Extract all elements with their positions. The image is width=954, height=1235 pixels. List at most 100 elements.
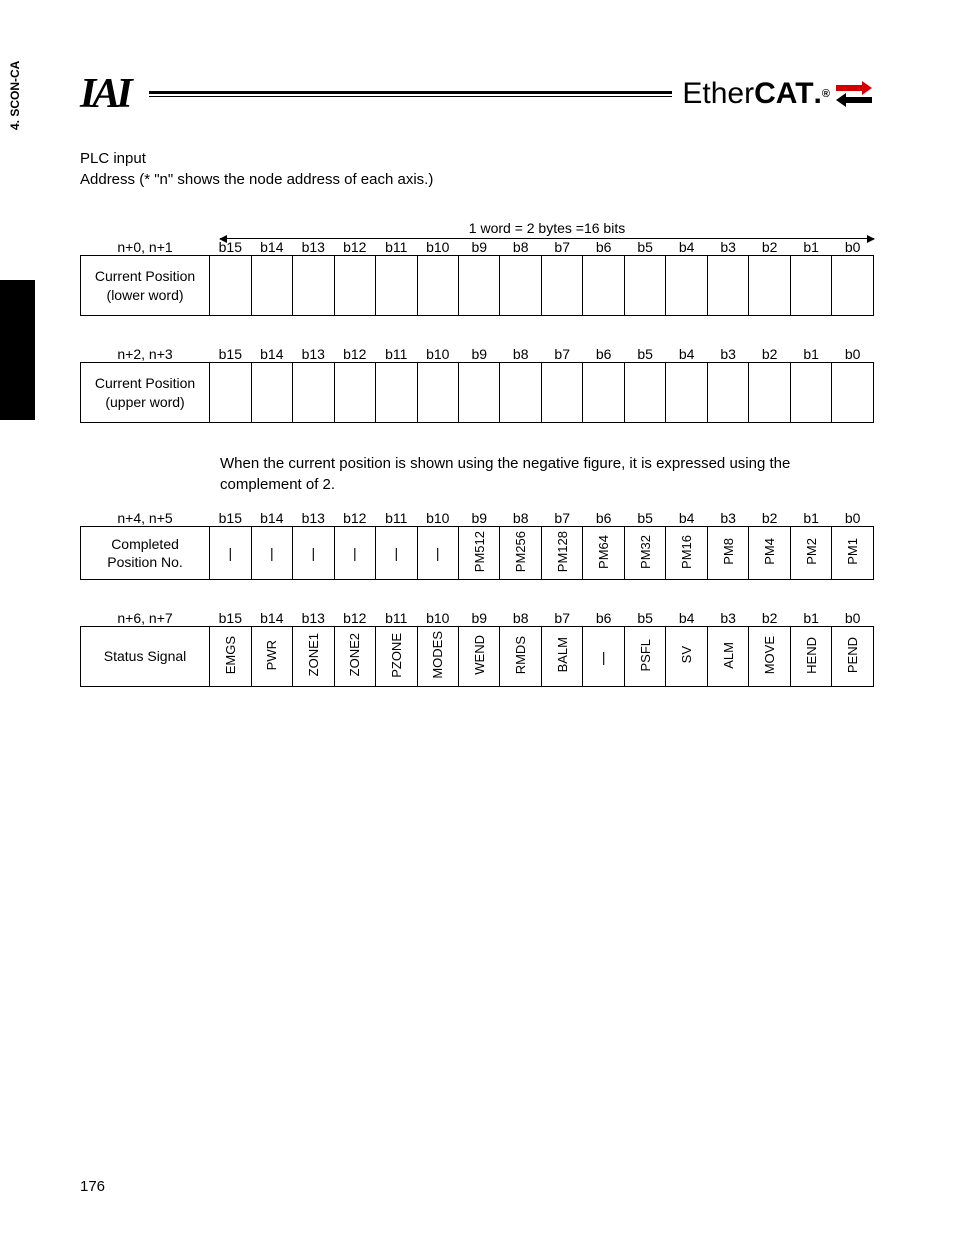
bit-signal: ALM bbox=[722, 638, 735, 673]
bit-signal: HEND bbox=[805, 633, 818, 678]
bit-table: n+2, n+3b15b14b13b12b11b10b9b8b7b6b5b4b3… bbox=[80, 346, 874, 423]
bit-cell: PZONE bbox=[376, 627, 417, 687]
bit-table: n+4, n+5b15b14b13b12b11b10b9b8b7b6b5b4b3… bbox=[80, 510, 874, 580]
bit-table: n+6, n+7b15b14b13b12b11b10b9b8b7b6b5b4b3… bbox=[80, 610, 874, 687]
bit-header: b15 bbox=[210, 510, 251, 527]
ethercat-bold: CAT bbox=[754, 77, 813, 111]
bit-signal: PWR bbox=[265, 636, 278, 674]
bit-cell bbox=[707, 256, 748, 316]
bit-signal: PM4 bbox=[763, 534, 776, 569]
bit-header: b1 bbox=[790, 510, 831, 527]
bit-cell bbox=[707, 363, 748, 423]
bit-cell: HEND bbox=[790, 627, 831, 687]
bit-cell bbox=[210, 256, 251, 316]
bit-cell bbox=[334, 363, 375, 423]
bit-cell bbox=[251, 363, 292, 423]
bit-cell bbox=[832, 256, 874, 316]
bit-header: b7 bbox=[541, 610, 582, 627]
bit-header: b9 bbox=[458, 610, 499, 627]
bit-header: b14 bbox=[251, 239, 292, 256]
bit-cell: | bbox=[376, 527, 417, 580]
ethercat-thin: Ether bbox=[682, 77, 754, 111]
intro-line1: PLC input bbox=[80, 148, 874, 169]
bit-header: b5 bbox=[624, 346, 665, 363]
bit-header: b4 bbox=[666, 239, 707, 256]
bit-cell: PM128 bbox=[541, 527, 582, 580]
bit-cell: | bbox=[210, 527, 251, 580]
bit-cell: PM64 bbox=[583, 527, 624, 580]
bit-signal: EMGS bbox=[224, 632, 237, 678]
addr-label: n+6, n+7 bbox=[81, 610, 210, 627]
bit-header: b12 bbox=[334, 239, 375, 256]
bit-header: b7 bbox=[541, 510, 582, 527]
bit-signal: PM256 bbox=[514, 527, 527, 576]
bit-cell: MODES bbox=[417, 627, 458, 687]
bit-cell: PSFL bbox=[624, 627, 665, 687]
bit-cell bbox=[541, 256, 582, 316]
bit-header: b4 bbox=[666, 610, 707, 627]
bit-header: b3 bbox=[707, 510, 748, 527]
word-caption: 1 word = 2 bytes =16 bits bbox=[220, 220, 874, 236]
bit-cell: ZONE2 bbox=[334, 627, 375, 687]
addr-label: n+2, n+3 bbox=[81, 346, 210, 363]
bit-header: b10 bbox=[417, 510, 458, 527]
bit-cell: PM2 bbox=[790, 527, 831, 580]
bit-cell bbox=[417, 363, 458, 423]
bit-header: b2 bbox=[749, 239, 790, 256]
bit-header: b13 bbox=[293, 239, 334, 256]
row-label: Status Signal bbox=[81, 627, 210, 687]
bit-signal: BALM bbox=[556, 633, 569, 676]
bit-header: b15 bbox=[210, 610, 251, 627]
bit-header: b6 bbox=[583, 610, 624, 627]
bit-signal: RMDS bbox=[514, 632, 527, 678]
bit-signal: MODES bbox=[431, 627, 444, 683]
bit-cell: PM32 bbox=[624, 527, 665, 580]
doc-header: IAI EtherCAT.® bbox=[80, 70, 874, 118]
bit-header: b1 bbox=[790, 346, 831, 363]
bit-table: n+0, n+1b15b14b13b12b11b10b9b8b7b6b5b4b3… bbox=[80, 239, 874, 316]
bit-header: b15 bbox=[210, 346, 251, 363]
bit-header: b13 bbox=[293, 510, 334, 527]
bit-header: b12 bbox=[334, 610, 375, 627]
bit-cell: RMDS bbox=[500, 627, 541, 687]
bit-cell bbox=[583, 363, 624, 423]
bit-signal: PZONE bbox=[390, 629, 403, 682]
bit-cell: PM1 bbox=[832, 527, 874, 580]
bit-signal: PM512 bbox=[473, 527, 486, 576]
bit-cell: PM256 bbox=[500, 527, 541, 580]
bit-cell bbox=[666, 363, 707, 423]
bit-cell: PM16 bbox=[666, 527, 707, 580]
bit-header: b6 bbox=[583, 510, 624, 527]
bit-cell bbox=[458, 363, 499, 423]
bit-cell: MOVE bbox=[749, 627, 790, 687]
bit-cell: ALM bbox=[707, 627, 748, 687]
bit-cell bbox=[541, 363, 582, 423]
bit-header: b9 bbox=[458, 346, 499, 363]
mid-note: When the current position is shown using… bbox=[220, 453, 874, 495]
bit-header: b14 bbox=[251, 510, 292, 527]
bit-header: b9 bbox=[458, 239, 499, 256]
bit-header: b1 bbox=[790, 239, 831, 256]
bit-header: b0 bbox=[832, 346, 874, 363]
bit-signal: PEND bbox=[846, 633, 859, 677]
bit-signal: PM8 bbox=[722, 534, 735, 569]
iai-logo: IAI bbox=[80, 70, 129, 118]
ethercat-logo: EtherCAT.® bbox=[682, 77, 874, 111]
bit-header: b6 bbox=[583, 239, 624, 256]
bit-cell bbox=[500, 363, 541, 423]
intro-line2: Address (* "n" shows the node address of… bbox=[80, 169, 874, 190]
bit-signal: PSFL bbox=[639, 635, 652, 676]
bit-signal: PM128 bbox=[556, 527, 569, 576]
bit-header: b8 bbox=[500, 510, 541, 527]
bit-cell: | bbox=[417, 527, 458, 580]
bit-header: b5 bbox=[624, 510, 665, 527]
bit-signal: SV bbox=[680, 642, 693, 667]
page-number: 176 bbox=[80, 1178, 105, 1195]
bit-header: b4 bbox=[666, 346, 707, 363]
bit-header: b12 bbox=[334, 346, 375, 363]
bit-cell: | bbox=[293, 527, 334, 580]
bit-cell bbox=[790, 363, 831, 423]
bit-cell bbox=[500, 256, 541, 316]
bit-cell bbox=[293, 363, 334, 423]
bit-cell bbox=[624, 363, 665, 423]
